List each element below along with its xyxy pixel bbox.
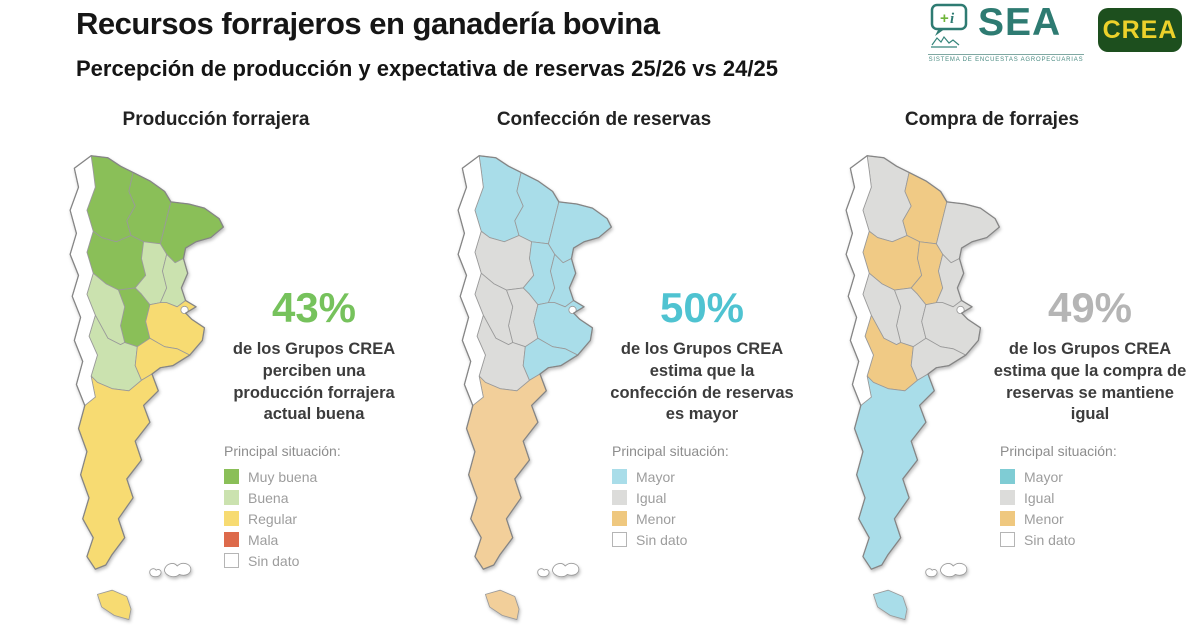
stat-description: de los Grupos CREA estima que la confecc…: [610, 340, 794, 424]
legend-swatch: [224, 532, 239, 547]
panel-compra-de-forrajes: Compra de forrajes 49% de los Grupos CRE…: [796, 105, 1188, 630]
legend-item: Regular: [224, 508, 341, 529]
page-title: Recursos forrajeros en ganadería bovina: [76, 6, 660, 41]
stat-value: 50%: [659, 284, 745, 331]
legend-label: Igual: [636, 489, 667, 506]
legend-label: Mala: [248, 531, 279, 548]
legend-item: Sin dato: [1000, 529, 1117, 550]
legend-item: Igual: [612, 487, 729, 508]
map-country-outline: [69, 155, 224, 570]
sea-logo-text: SEA: [978, 1, 1062, 44]
legend-label: Sin dato: [636, 531, 688, 548]
stat-description: de los Grupos CREA perciben una producci…: [232, 340, 396, 424]
legend-swatch: [224, 490, 239, 505]
map-region-entre-rios: [159, 253, 189, 308]
map-region-caba-sin-dato: [568, 305, 577, 315]
legend-item: Mayor: [1000, 466, 1117, 487]
page-subtitle: Percepción de producción y expectativa d…: [76, 56, 778, 81]
legend-swatch: [224, 511, 239, 526]
map-country-outline: [845, 155, 1000, 570]
sea-farm-sketch-icon: [931, 35, 960, 48]
legend-swatch: [1000, 532, 1015, 547]
legend-swatch: [612, 469, 627, 484]
legend: Principal situación: Mayor Igual Menor S…: [1000, 443, 1117, 550]
sea-logo-tagline: SISTEMA DE ENCUESTAS AGROPECUARIAS: [928, 57, 1084, 63]
legend-item: Menor: [612, 508, 729, 529]
map-region-caba-sin-dato: [956, 305, 965, 315]
panel-title: Confección de reservas: [496, 109, 712, 130]
map-region-islas-malvinas: [149, 562, 192, 578]
svg-text:+: +: [940, 10, 949, 27]
legend-swatch: [1000, 490, 1015, 505]
stat-description: de los Grupos CREA estima que la compra …: [993, 340, 1187, 424]
legend-title: Principal situación:: [612, 443, 729, 459]
map-region-litoral-noreste: [547, 201, 612, 264]
legend: Principal situación: Mayor Igual Menor S…: [612, 443, 729, 550]
stat-value: 43%: [271, 284, 357, 331]
map-region-tierra-del-fuego: [96, 589, 132, 620]
map-slot-compra: [802, 141, 1014, 631]
legend: Principal situación: Muy buena Buena Reg…: [224, 443, 341, 571]
legend-swatch: [612, 511, 627, 526]
legend-swatch: [224, 553, 239, 568]
map-region-islas-malvinas: [925, 562, 968, 578]
legend-label: Menor: [1024, 510, 1064, 527]
sea-logo-rule: [928, 54, 1084, 55]
map-region-islas-malvinas: [537, 562, 580, 578]
stat-value: 49%: [1047, 284, 1133, 331]
map-slot-produccion: [26, 141, 238, 631]
legend-item: Igual: [1000, 487, 1117, 508]
legend-item: Mala: [224, 529, 341, 550]
legend-label: Muy buena: [248, 468, 318, 485]
map-region-litoral-noreste: [159, 201, 224, 264]
map-region-noroeste: [474, 155, 524, 243]
legend-item: Muy buena: [224, 466, 341, 487]
map-country-outline: [457, 155, 612, 570]
sea-speech-bubble-icon: + i: [930, 3, 968, 48]
argentina-choropleth-map: [845, 155, 1000, 620]
legend-item: Sin dato: [612, 529, 729, 550]
panel-confeccion-de-reservas: Confección de reservas 50% de los Grupos…: [408, 105, 800, 630]
legend-item: Menor: [1000, 508, 1117, 529]
legend-swatch: [612, 532, 627, 547]
argentina-choropleth-map: [69, 155, 224, 620]
panel-produccion-forrajera: Producción forrajera 43% de los Grupos C…: [20, 105, 412, 630]
map-region-entre-rios: [935, 253, 965, 308]
argentina-choropleth-map: [457, 155, 612, 620]
map-region-tierra-del-fuego: [484, 589, 520, 620]
legend-item: Sin dato: [224, 550, 341, 571]
legend-swatch: [224, 469, 239, 484]
panel-title: Compra de forrajes: [904, 109, 1080, 130]
legend-label: Igual: [1024, 489, 1055, 506]
svg-text:i: i: [950, 11, 955, 27]
map-region-litoral-noreste: [935, 201, 1000, 264]
legend-label: Sin dato: [1024, 531, 1076, 548]
map-region-noroeste: [862, 155, 912, 243]
crea-logo: CREA: [1098, 8, 1182, 52]
legend-label: Mayor: [636, 468, 675, 485]
map-region-noroeste: [86, 155, 136, 243]
legend-title: Principal situación:: [224, 443, 341, 459]
sea-logo: + i SEA SISTEMA DE ENCUESTAS AGROPECUARI…: [928, 3, 1088, 63]
legend-label: Mayor: [1024, 468, 1063, 485]
legend-title: Principal situación:: [1000, 443, 1117, 459]
map-region-caba-sin-dato: [180, 305, 189, 315]
legend-label: Sin dato: [248, 552, 300, 569]
crea-logo-text: CREA: [1102, 15, 1178, 44]
map-region-tierra-del-fuego: [872, 589, 908, 620]
legend-label: Menor: [636, 510, 676, 527]
legend-label: Buena: [248, 489, 289, 506]
legend-swatch: [612, 490, 627, 505]
legend-swatch: [1000, 511, 1015, 526]
legend-item: Mayor: [612, 466, 729, 487]
legend-swatch: [1000, 469, 1015, 484]
legend-label: Regular: [248, 510, 298, 527]
map-region-entre-rios: [547, 253, 577, 308]
panel-title: Producción forrajera: [122, 109, 310, 130]
map-slot-confeccion: [414, 141, 626, 631]
legend-item: Buena: [224, 487, 341, 508]
